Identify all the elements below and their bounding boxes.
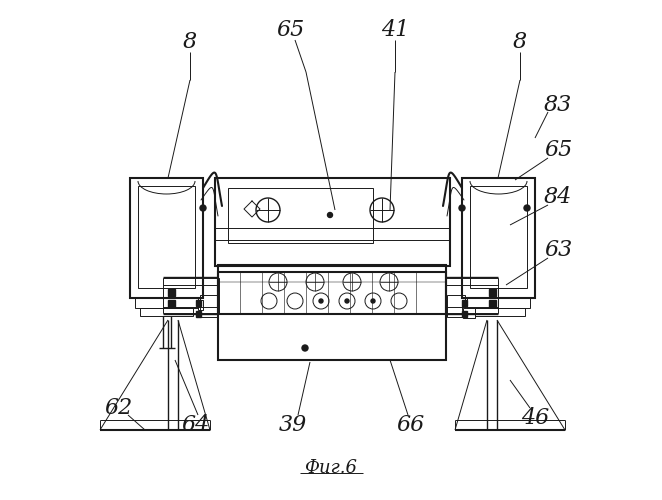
Bar	[446, 278, 498, 313]
Bar	[489, 289, 496, 296]
Bar	[215, 178, 450, 266]
Text: 65: 65	[276, 19, 304, 41]
Circle shape	[319, 299, 323, 303]
Bar	[467, 298, 530, 308]
Bar	[196, 300, 201, 306]
Text: 83: 83	[544, 94, 572, 116]
Bar	[200, 295, 218, 317]
Bar	[163, 278, 219, 313]
Bar	[462, 178, 535, 298]
Bar	[463, 308, 475, 318]
Bar	[228, 188, 373, 243]
Text: 66: 66	[396, 414, 424, 436]
Bar	[462, 300, 467, 306]
Circle shape	[459, 205, 465, 211]
Bar	[130, 178, 203, 298]
Bar	[168, 289, 175, 296]
Text: Фиг.6: Фиг.6	[305, 459, 357, 477]
Text: 64: 64	[181, 414, 209, 436]
Bar	[462, 300, 467, 310]
Circle shape	[200, 205, 206, 211]
Bar	[198, 300, 203, 310]
Circle shape	[328, 212, 332, 218]
Text: 46: 46	[521, 407, 549, 429]
Text: 84: 84	[544, 186, 572, 208]
Bar	[138, 186, 195, 288]
Bar	[462, 311, 467, 317]
Bar	[470, 186, 527, 288]
Text: 8: 8	[183, 31, 197, 53]
Text: 39: 39	[279, 414, 307, 436]
Circle shape	[371, 299, 375, 303]
Bar	[140, 308, 193, 316]
Bar	[196, 311, 201, 317]
Text: 41: 41	[381, 19, 409, 41]
Text: 62: 62	[104, 397, 132, 419]
Bar	[447, 295, 465, 317]
Circle shape	[345, 299, 349, 303]
Text: 65: 65	[544, 139, 572, 161]
Bar	[489, 300, 496, 307]
Bar	[135, 298, 198, 308]
Circle shape	[524, 205, 530, 211]
Bar	[472, 308, 525, 316]
Bar	[168, 300, 175, 307]
Circle shape	[302, 345, 308, 351]
Bar	[218, 265, 446, 360]
Text: 63: 63	[544, 239, 572, 261]
Text: 8: 8	[513, 31, 527, 53]
Bar	[218, 272, 446, 314]
